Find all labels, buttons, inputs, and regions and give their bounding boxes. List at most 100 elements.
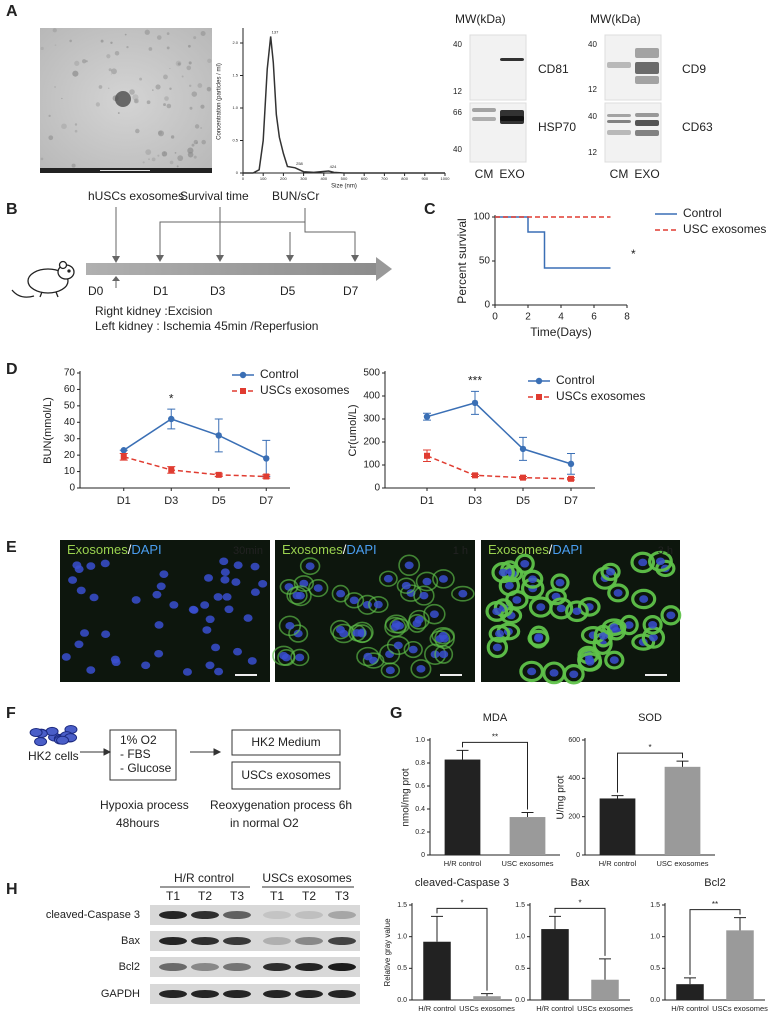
nucleus [648, 633, 658, 642]
significance-bracket [436, 907, 488, 991]
y-tick-label: 0.5 [397, 965, 407, 972]
y-tick-label: 0 [374, 483, 380, 494]
blot-strip [150, 984, 360, 1004]
tem-speck [169, 67, 171, 70]
tem-speck [54, 44, 57, 46]
condition: - Glucose [120, 761, 172, 775]
y-tick-label: 500 [363, 368, 380, 379]
y-tick-label: 0.0 [515, 997, 525, 1004]
tem-speck [186, 65, 192, 71]
error-bar [549, 915, 561, 930]
cell-membrane [565, 600, 589, 623]
treatment: HK2 Medium [251, 735, 320, 749]
stain-part: / [549, 542, 553, 557]
blot-band [191, 990, 219, 998]
x-tick-label: 8 [624, 312, 630, 323]
y-tick-label: 1.5 [515, 902, 525, 909]
cell-membrane [577, 648, 602, 672]
tem-speck [200, 126, 203, 130]
nucleus [536, 603, 546, 611]
nucleus [572, 607, 582, 616]
stain-part: DAPI [131, 542, 161, 557]
bar [473, 996, 501, 1000]
y-axis-label: Cr(umol/L) [347, 405, 359, 457]
tem-speck [163, 103, 166, 107]
cell-membrane [431, 627, 455, 645]
panel-label: E [6, 539, 17, 556]
x-tick-label: 900 [421, 176, 428, 181]
panel-label: A [6, 3, 18, 20]
scale-bar [440, 674, 462, 676]
y-tick-label: 0.5 [515, 965, 525, 972]
error-bar [431, 915, 443, 942]
legend-label: USCs exosomes [556, 389, 645, 403]
y-tick-label: 2.0 [232, 40, 238, 45]
x-tick-label: 700 [381, 176, 388, 181]
blot-band [223, 990, 251, 998]
nucleus [414, 615, 424, 624]
bar [664, 766, 701, 855]
blot-band [191, 963, 219, 971]
day-label: D5 [280, 284, 296, 298]
cell-membrane [272, 645, 296, 666]
data-point [519, 445, 527, 453]
x-axis-label: Size (nm) [331, 184, 357, 190]
chart-title: Bax [571, 877, 590, 889]
timeline-label: hUSCs exosomes [88, 189, 184, 203]
cell-membrane [514, 553, 535, 574]
tem-speck [201, 139, 206, 145]
cell-membrane [415, 571, 439, 592]
mw-label: MW(kDa) [455, 12, 506, 26]
nucleus [169, 601, 179, 609]
y-tick-label: 400 [363, 391, 380, 402]
bar [541, 929, 569, 1000]
blot-band [295, 963, 323, 971]
error-bar [684, 977, 696, 985]
nucleus [609, 623, 619, 631]
tem-speck [187, 147, 194, 154]
nucleus [101, 630, 111, 639]
lane-label: T1 [270, 889, 284, 903]
mouse-icon [11, 260, 75, 298]
nucleus [569, 670, 579, 679]
gel-band [500, 116, 524, 121]
day-label: D3 [210, 284, 226, 298]
y-tick-label: 50 [479, 256, 491, 267]
gel-band [635, 62, 659, 74]
nucleus [613, 589, 623, 597]
y-tick-label: 1.5 [232, 73, 238, 78]
tem-speck [95, 102, 101, 107]
nucleus [422, 577, 432, 586]
legend-label: USC exosomes [683, 222, 766, 236]
nucleus [292, 591, 302, 600]
x-tick-label: D1 [117, 495, 131, 507]
tem-speck [74, 123, 78, 126]
y-axis-label: U/mg prot [556, 775, 567, 819]
series-line [426, 455, 572, 480]
nucleus [156, 582, 166, 591]
cell-membrane [528, 625, 549, 649]
tem-speck [110, 41, 113, 44]
tem-speck [163, 74, 168, 80]
tem-speck [117, 112, 120, 114]
series-line [123, 418, 267, 460]
y-axis-label: Relative gray value [383, 918, 392, 987]
cell-membrane [288, 624, 309, 643]
x-tick-label: H/R control [671, 1004, 709, 1013]
stain-label: Exosomes/DAPI [488, 542, 583, 557]
nucleus [655, 557, 665, 566]
stain-part: Exosomes [67, 542, 128, 557]
nucleus [598, 632, 608, 640]
nucleus [200, 601, 210, 609]
x-tick-label: 300 [300, 176, 307, 181]
tem-speck [207, 58, 212, 63]
blot-band [159, 963, 187, 971]
y-tick-label: 1.0 [232, 105, 238, 110]
bar [444, 759, 481, 855]
y-axis-label: Concentration (particles / ml) [217, 63, 223, 140]
x-axis-label: Time(Days) [530, 325, 592, 339]
time-label: 1 h [453, 545, 468, 557]
hk2-cell [45, 726, 59, 736]
row-label: GAPDH [101, 988, 140, 1000]
